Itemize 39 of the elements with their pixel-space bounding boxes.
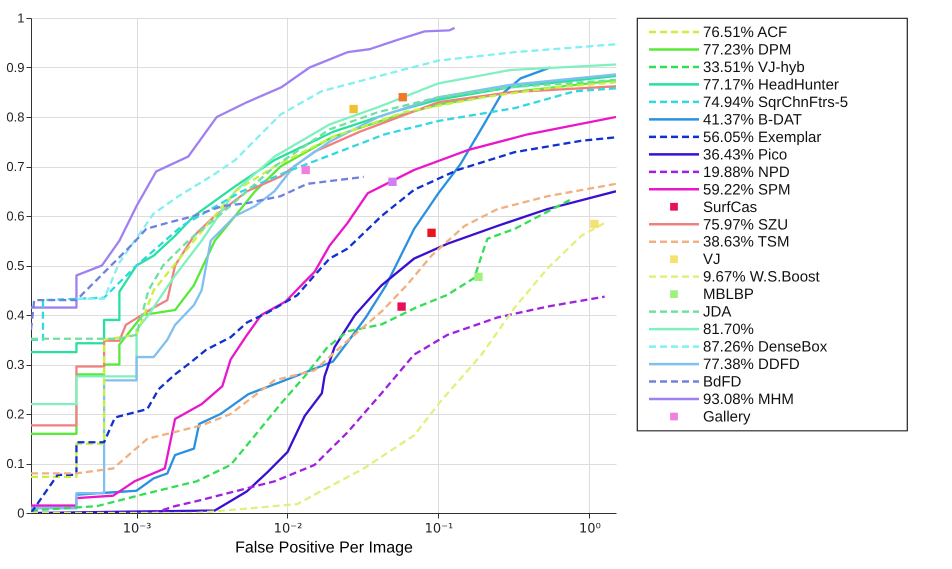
- y-tick-label: 0.7: [6, 159, 24, 174]
- legend-label: 87.26% DenseBox: [703, 338, 828, 356]
- y-tick-label: 0.5: [6, 258, 24, 273]
- legend-label: 59.22% SPM: [703, 181, 791, 198]
- legend-label: 41.37% B-DAT: [703, 111, 802, 128]
- legend-label: 36.43% Pico: [703, 146, 788, 164]
- legend-label: 9.67% W.S.Boost: [703, 268, 821, 286]
- legend-label: Gallery: [703, 408, 752, 426]
- y-tick-label: 0: [17, 506, 24, 520]
- legend-label: 93.08% MHM: [703, 391, 794, 408]
- legend-label: 77.17% HeadHunter: [703, 76, 839, 94]
- x-tick-label: 10⁻³: [122, 522, 152, 536]
- y-tick-label: 0.8: [6, 110, 24, 124]
- y-tick-label: 0.2: [6, 406, 24, 422]
- x-tick-label: 10⁰: [579, 522, 601, 536]
- legend-label: 74.94% SqrChnFtrs-5: [703, 94, 848, 111]
- x-tick-label: 10⁻²: [274, 522, 302, 536]
- y-tick-label: 0.9: [6, 60, 24, 75]
- legend-label: 19.88% NPD: [703, 164, 790, 181]
- legend-label: 38.63% TSM: [703, 234, 790, 251]
- y-tick-label: 0.3: [6, 357, 24, 372]
- legend-label: 56.05% Exemplar: [703, 128, 822, 146]
- legend-label: BdFD: [703, 374, 742, 391]
- legend-label: 33.51% VJ-hyb: [703, 58, 805, 76]
- legend-label: MBLBP: [703, 286, 754, 304]
- legend-label: VJ: [703, 251, 721, 268]
- legend-label: SurfCas: [703, 198, 758, 216]
- legend-label: 75.97% SZU: [703, 216, 788, 234]
- y-tick-label: 0.4: [6, 308, 24, 322]
- legend-label: 76.51% ACF: [703, 24, 788, 41]
- legend-label: 81.70%: [703, 321, 754, 338]
- legend-label: 77.23% DPM: [703, 41, 792, 58]
- y-tick-label: 0.6: [6, 208, 24, 224]
- legend-label: JDA: [703, 304, 732, 321]
- y-tick-label: 1: [17, 10, 24, 26]
- y-tick-label: 0.1: [6, 456, 24, 471]
- x-axis-title: False Positive Per Image: [235, 540, 414, 556]
- x-tick-label: 10⁻¹: [424, 522, 454, 536]
- legend-label: 77.38% DDFD: [703, 356, 800, 374]
